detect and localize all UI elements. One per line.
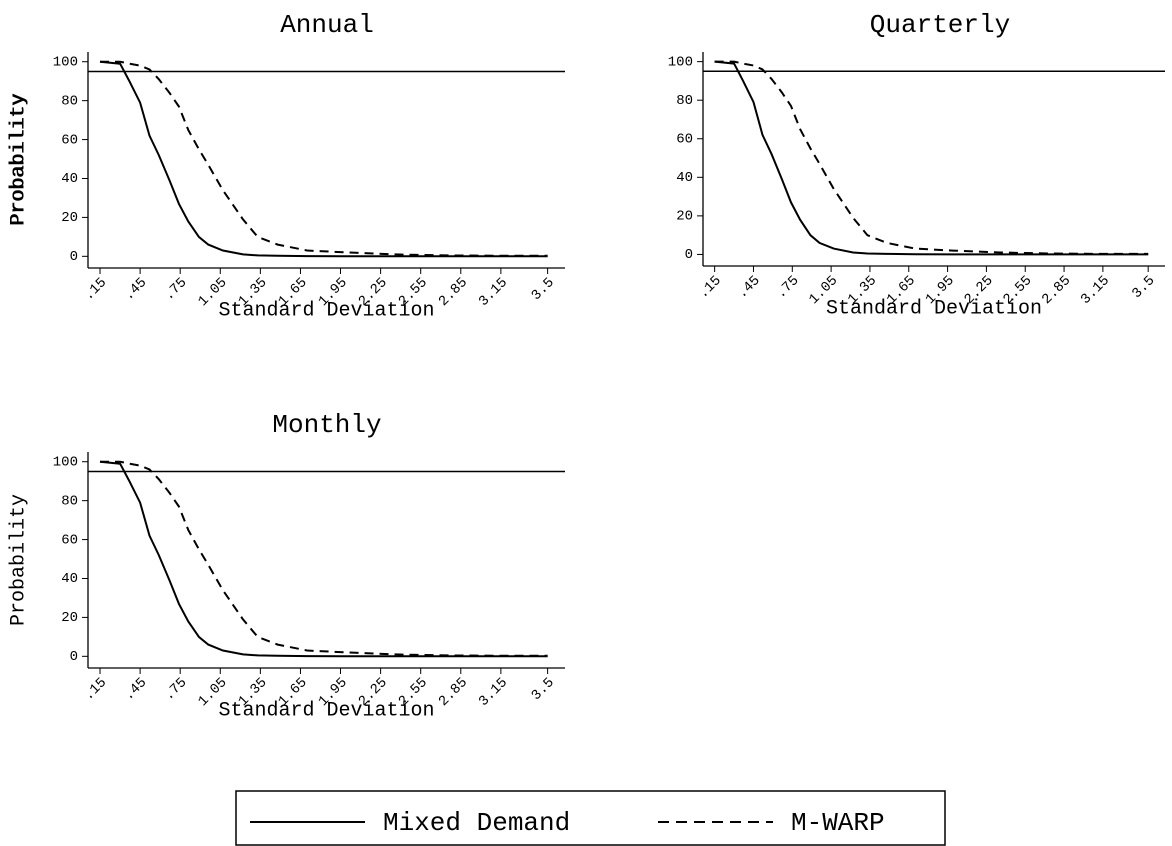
legend-label: Mixed Demand [383, 808, 570, 838]
y-tick-label: 20 [676, 209, 693, 225]
y-tick-label: 80 [676, 93, 693, 109]
y-tick-label: 20 [61, 210, 78, 226]
y-axis-label: Probability [7, 94, 30, 226]
x-axis-label: Standard Deviation [826, 297, 1042, 320]
series-line [714, 60, 1149, 256]
x-tick-label: .45 [121, 275, 150, 304]
y-tick-label: 60 [61, 132, 78, 148]
series-line [714, 60, 1149, 255]
legend-label: M-WARP [791, 808, 885, 838]
series-line [99, 60, 548, 258]
x-tick-label: 3.5 [529, 275, 558, 304]
x-tick-label: 2.85 [436, 675, 471, 710]
y-tick-label: 0 [685, 247, 693, 263]
y-tick-label: 60 [676, 131, 693, 147]
y-tick-label: 0 [70, 649, 78, 665]
y-tick-label: 20 [61, 610, 78, 626]
x-tick-label: .15 [696, 273, 725, 302]
x-tick-label: 3.5 [1129, 273, 1158, 302]
y-tick-label: 60 [61, 532, 78, 548]
x-tick-label: .75 [773, 273, 802, 302]
x-tick-label: 3.15 [1078, 273, 1113, 308]
x-axis-label: Standard Deviation [218, 299, 434, 322]
series-line [100, 60, 548, 257]
y-tick-label: 40 [61, 571, 78, 587]
chart-title: Quarterly [870, 10, 1010, 40]
x-tick-label: 3.15 [476, 675, 511, 710]
x-tick-label: 3.15 [476, 275, 511, 310]
y-tick-label: 100 [668, 54, 693, 70]
x-tick-label: .15 [81, 275, 110, 304]
y-tick-label: 40 [676, 170, 693, 186]
x-tick-label: 2.85 [436, 275, 471, 310]
y-tick-label: 100 [53, 54, 78, 70]
series-line [99, 460, 548, 658]
series-line [100, 460, 548, 657]
y-tick-label: 40 [61, 171, 78, 187]
x-tick-label: .45 [121, 675, 150, 704]
y-axis-label: Probability [7, 93, 30, 225]
y-tick-label: 80 [61, 493, 78, 509]
chart-title: Monthly [272, 410, 381, 440]
x-tick-label: 3.5 [529, 675, 558, 704]
y-axis-label: Probability [7, 494, 30, 626]
chart-title: Annual [280, 10, 374, 40]
x-axis-label: Standard Deviation [218, 699, 434, 722]
x-tick-label: .75 [161, 275, 190, 304]
x-tick-label: .75 [161, 675, 190, 704]
y-tick-label: 0 [70, 249, 78, 265]
x-tick-label: 2.85 [1039, 273, 1074, 308]
y-tick-label: 100 [53, 454, 78, 470]
legend-box [235, 790, 946, 846]
x-tick-label: .15 [81, 675, 110, 704]
x-tick-label: .45 [734, 273, 763, 302]
y-tick-label: 80 [61, 93, 78, 109]
